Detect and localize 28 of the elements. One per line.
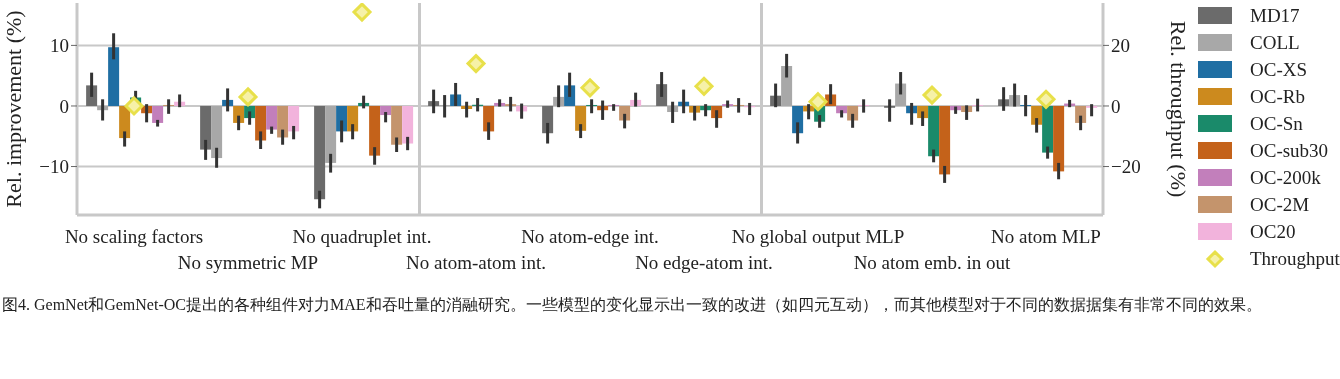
x-tick-label: No global output MLP — [731, 226, 905, 247]
y-axis-title: Rel. improvement (%) — [0, 10, 26, 208]
y-tick-label: −10 — [39, 156, 69, 178]
legend-label: OC-Rb — [1250, 85, 1305, 108]
x-tick-label: No quadruplet int. — [292, 226, 432, 247]
y-tick-label: 0 — [59, 95, 69, 117]
y2-axis-title: Rel. throughput (%) — [1166, 20, 1192, 198]
x-tick-label: No atom-atom int. — [406, 252, 546, 273]
legend-label: OC-sub30 — [1250, 139, 1329, 162]
x-tick-label: No scaling factors — [64, 226, 204, 247]
caption: 图4. GemNet和GemNet-OC提出的各种组件对力MAE和吞吐量的消融研究。一些模型的变化显示出一致的改进（如四元互动），而其他模型对于不同的数据据集有非常不同的效果。 — [2, 295, 1263, 315]
y2-tick-label: 20 — [1111, 35, 1130, 57]
y-tick-label: 10 — [50, 35, 69, 57]
x-tick-label: No atom emb. in out — [853, 252, 1012, 273]
legend-label: OC-Sn — [1250, 112, 1303, 135]
legend-label: OC-2M — [1250, 193, 1310, 216]
legend-label: OC-200k — [1250, 166, 1321, 189]
x-tick-label: No edge-atom int. — [635, 252, 773, 273]
legend-label: COLL — [1250, 31, 1300, 54]
y2-tick-label: −20 — [1111, 156, 1141, 178]
legend-label: Throughput — [1250, 247, 1340, 270]
legend-label: MD17 — [1250, 4, 1300, 27]
legend-label: OC20 — [1250, 220, 1296, 243]
legend-label: OC-XS — [1250, 58, 1308, 81]
y2-tick-label: 0 — [1111, 95, 1121, 117]
x-tick-label: No symmetric MP — [177, 252, 319, 273]
x-tick-label: No atom-edge int. — [521, 226, 659, 247]
x-tick-label: No atom MLP — [991, 226, 1101, 247]
